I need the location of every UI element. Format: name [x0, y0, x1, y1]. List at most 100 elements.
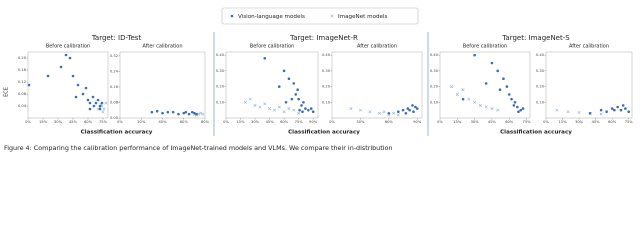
dot-point — [88, 101, 92, 105]
cross-point — [450, 85, 454, 89]
dot-point — [296, 88, 299, 92]
dot-point — [277, 85, 281, 88]
cross-stroke — [272, 108, 276, 112]
cross-stroke — [349, 107, 353, 111]
x-axis-label: Classification accuracy — [288, 130, 360, 136]
cross-stroke — [292, 108, 296, 112]
plot-frame — [439, 51, 531, 119]
dot-point — [519, 108, 523, 112]
y-tick-label: 0.40 — [216, 53, 225, 57]
dot-point — [307, 108, 310, 112]
legend-marker — [330, 14, 334, 18]
panel-subtitle: After calibration — [142, 44, 182, 50]
dot-point — [473, 53, 476, 57]
dot-point — [414, 105, 417, 109]
x-tick-label: 45% — [69, 120, 78, 124]
dot-point — [193, 111, 196, 115]
cross-stroke — [382, 110, 386, 114]
dot-point — [588, 111, 592, 115]
dot-point — [411, 104, 414, 107]
cross-point — [377, 111, 381, 115]
x-tick-label: 75% — [523, 120, 532, 124]
dot-point — [408, 108, 411, 112]
x-tick-label: 45% — [266, 120, 275, 124]
x-tick-label: 90% — [413, 120, 422, 124]
dot-point — [91, 95, 95, 99]
x-tick-label: 45% — [592, 120, 601, 124]
x-tick-label: 0% — [329, 120, 335, 124]
cross-stroke — [201, 112, 205, 116]
cross-point — [268, 107, 272, 111]
dot-point — [461, 97, 465, 101]
cross-point — [467, 97, 471, 101]
cross-point — [368, 110, 372, 114]
dot-point — [624, 107, 627, 110]
cross-point — [258, 105, 262, 109]
cross-stroke — [490, 107, 494, 111]
dot-point — [155, 109, 159, 113]
cross-point — [100, 104, 104, 108]
cross-point — [484, 105, 488, 109]
dot-point — [301, 110, 304, 114]
x-tick-label: 0% — [437, 120, 443, 124]
cross-stroke — [277, 105, 281, 109]
y-tick-label: 0.30 — [536, 69, 545, 73]
x-tick-label: 15% — [237, 120, 246, 124]
cross-point — [253, 103, 257, 107]
dot-point — [401, 108, 405, 112]
cross-point — [478, 103, 482, 107]
x-tick-label: 75% — [625, 120, 634, 124]
cross-point — [555, 108, 559, 112]
y-tick-label: 0.16 — [110, 85, 119, 89]
cross-stroke — [96, 107, 100, 111]
y-tick-label: 0.04 — [18, 104, 27, 108]
dot-point — [46, 74, 50, 78]
cross-point — [392, 111, 396, 115]
x-axis-label: Classification accuracy — [81, 130, 153, 136]
y-tick-label: 0.08 — [110, 100, 119, 104]
legend-marker — [230, 14, 234, 18]
y-tick-label: 0.32 — [110, 54, 118, 58]
plot-frame — [225, 51, 319, 119]
legend-label: Vision-language models — [238, 14, 305, 20]
plot-frame — [545, 51, 633, 119]
dot-point — [605, 110, 608, 114]
dot-point — [171, 110, 175, 114]
panel-subtitle: After calibration — [357, 44, 397, 50]
dot-point — [100, 101, 104, 105]
cross-point — [243, 100, 247, 104]
cross-stroke — [484, 105, 488, 109]
dot-point — [150, 110, 154, 114]
cross-stroke — [555, 108, 559, 112]
x-tick-label: 20% — [137, 120, 146, 124]
dot-point — [177, 112, 180, 116]
cross-stroke — [263, 102, 267, 106]
dot-point — [517, 110, 520, 114]
dot-point — [71, 74, 75, 78]
panel-subtitle: After calibration — [569, 44, 609, 50]
x-tick-label: 45% — [488, 120, 497, 124]
cross-point — [358, 108, 362, 112]
dot-point — [616, 105, 619, 109]
dot-point — [68, 56, 72, 60]
dot-point — [290, 97, 294, 101]
plot-frame — [331, 51, 423, 119]
dot-point — [599, 108, 603, 112]
cross-point — [599, 112, 603, 116]
dot-point — [613, 108, 616, 112]
x-tick-label: 0% — [25, 120, 31, 124]
y-tick-label: 0.10 — [216, 100, 225, 104]
dot-point — [397, 110, 400, 114]
y-tick-label: 0.12 — [18, 80, 26, 84]
panel-subtitle: Before calibration — [46, 44, 90, 50]
x-axis-label: Classification accuracy — [500, 130, 572, 136]
dot-point — [59, 65, 63, 69]
plot-frame — [119, 51, 206, 119]
dot-point — [406, 107, 410, 110]
cross-stroke — [577, 110, 581, 115]
cross-stroke — [599, 112, 603, 116]
dot-point — [161, 111, 164, 115]
cross-point — [287, 107, 291, 111]
x-tick-label: 60% — [505, 120, 514, 124]
y-tick-label: 0.20 — [216, 85, 225, 89]
